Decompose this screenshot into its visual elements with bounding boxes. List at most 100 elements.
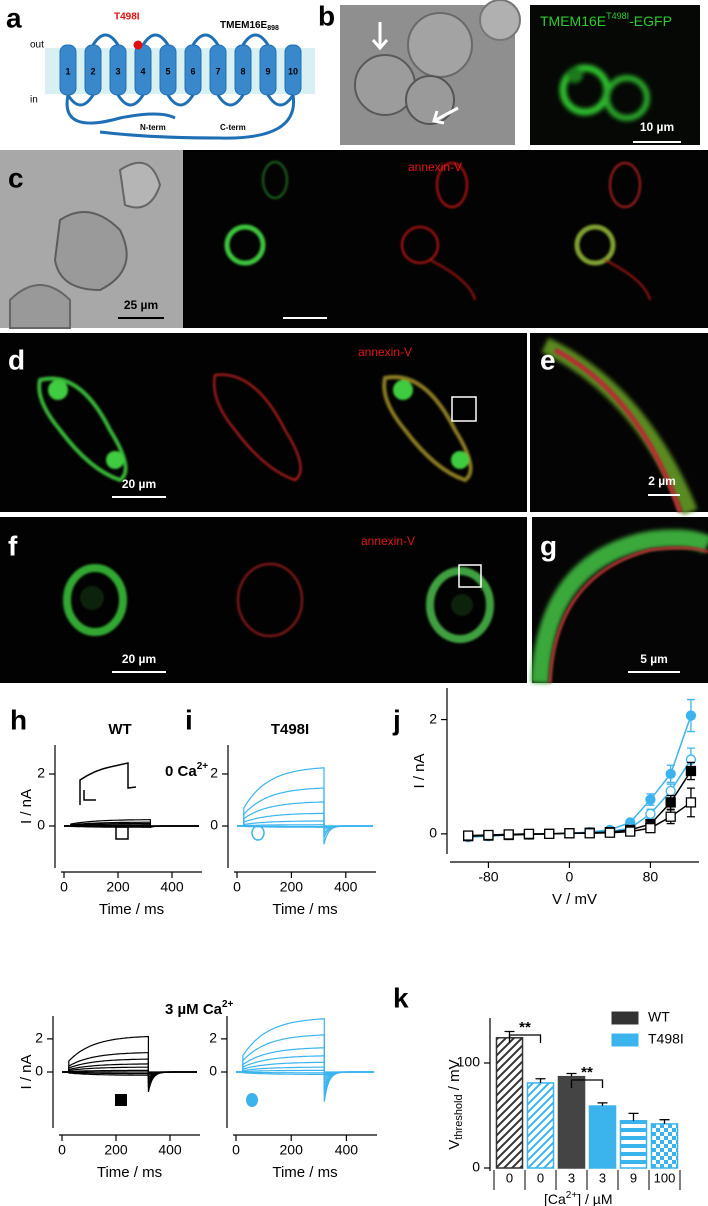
condition-marker [115, 1094, 127, 1106]
bar [495, 1037, 524, 1169]
y-tick-label: 2 [429, 710, 437, 726]
x-tick-label: 80 [643, 869, 659, 885]
arrow [432, 106, 459, 125]
x-label-unit: ] / µM [577, 1191, 612, 1206]
cell [393, 380, 413, 400]
current-trace [236, 1071, 374, 1075]
cell [53, 211, 128, 292]
image-bg [530, 5, 700, 145]
cell [63, 564, 127, 636]
marker [645, 794, 656, 805]
helix [234, 44, 252, 96]
marker [463, 830, 474, 841]
construct-sup: T498I [606, 11, 629, 21]
significance-label: ** [581, 1064, 593, 1081]
panel-letter: a [6, 2, 22, 33]
condition: 3 µM Ca [165, 1001, 223, 1018]
n-term: N-term [140, 123, 166, 132]
loop [191, 33, 220, 46]
loop [266, 94, 295, 107]
x-tick-label: 400 [334, 879, 358, 895]
marker [625, 826, 636, 837]
panel-title: WT [108, 721, 131, 738]
loop [66, 94, 95, 107]
zoom-box [458, 564, 482, 588]
marker [564, 828, 575, 839]
current-trace [237, 767, 373, 845]
zoom-image: 5 µm [531, 517, 708, 684]
arrow [371, 22, 389, 51]
helix [109, 44, 127, 96]
legend-label: T498I [648, 1031, 684, 1047]
marker [483, 829, 494, 841]
marker [665, 768, 676, 780]
legend-swatch [611, 1011, 639, 1025]
cell [9, 284, 71, 329]
membrane-zoom [553, 347, 683, 513]
stain-label: annexin-V [361, 534, 415, 548]
cell [118, 161, 162, 209]
helix-label: 4 [140, 66, 145, 76]
scale-label: 20 µm [122, 652, 156, 666]
loop [91, 33, 120, 46]
y-tick-label: 2 [210, 765, 218, 781]
panel-letter: c [8, 162, 24, 193]
fluorescence-image: annexin-V [183, 150, 708, 328]
y-label: V [446, 1140, 463, 1150]
x-tick-label: 400 [158, 1142, 182, 1158]
x-axis-label: V / mV [552, 891, 597, 908]
x-tick-label: 200 [104, 1142, 128, 1158]
y-axis-label: Vthreshold / mV [446, 1059, 465, 1149]
cell [426, 567, 494, 643]
current-trace [237, 787, 373, 838]
condition-label: 0 Ca2+ [165, 761, 208, 780]
cell [405, 75, 455, 125]
inset-scale [83, 790, 96, 801]
series-line [468, 770, 692, 837]
scale-label: 2 µm [648, 474, 676, 488]
y-tick-label: 0 [37, 817, 45, 833]
helices: 1 2 3 4 5 6 7 8 9 10 [59, 33, 302, 140]
helix-label: 10 [288, 66, 298, 76]
loop [216, 94, 245, 107]
panel-letter: f [8, 530, 18, 561]
condition-marker [251, 825, 265, 841]
y-tick-label: 0 [209, 1063, 217, 1079]
construct: TMEM16E [540, 13, 606, 29]
loop [241, 33, 270, 46]
x-tick-label: 0 [537, 1170, 544, 1185]
image-bg [0, 333, 527, 512]
inset-trace [79, 762, 137, 805]
panel-letter: j [392, 704, 401, 735]
protein-label: TMEM16E898 [220, 20, 279, 32]
helix [259, 44, 277, 96]
significance-bracket [508, 1034, 542, 1043]
bar [619, 1120, 648, 1169]
y-tick-label: 0 [35, 1063, 43, 1079]
in-label: in [30, 95, 38, 106]
protein-sub: 898 [267, 25, 279, 32]
helix [284, 44, 302, 96]
helix [134, 44, 152, 96]
cell [609, 162, 641, 208]
brightfield-image: 25 µm [0, 150, 183, 329]
x-tick-label: 200 [280, 1142, 304, 1158]
x-axis-label: Time / ms [97, 1164, 162, 1181]
bar [557, 1075, 586, 1169]
x-axis-label: [Ca2+] / µM [544, 1190, 613, 1206]
cell [407, 12, 473, 78]
cell [80, 586, 104, 610]
significance-bracket [570, 1079, 604, 1088]
marker [665, 811, 676, 822]
current-trace [236, 1034, 374, 1096]
zoom-box [451, 396, 477, 422]
scale-label: 5 µm [640, 652, 668, 666]
condition: 0 Ca [165, 763, 197, 780]
cell [604, 75, 650, 121]
trace-plot [237, 767, 373, 845]
marker [584, 828, 595, 839]
helix-label: 2 [90, 66, 95, 76]
cell [37, 376, 128, 483]
